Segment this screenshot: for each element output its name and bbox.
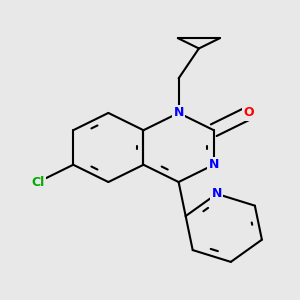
Text: N: N — [208, 158, 219, 171]
Text: O: O — [244, 106, 254, 119]
Text: N: N — [173, 106, 184, 119]
Text: Cl: Cl — [32, 176, 45, 188]
Text: N: N — [212, 187, 222, 200]
